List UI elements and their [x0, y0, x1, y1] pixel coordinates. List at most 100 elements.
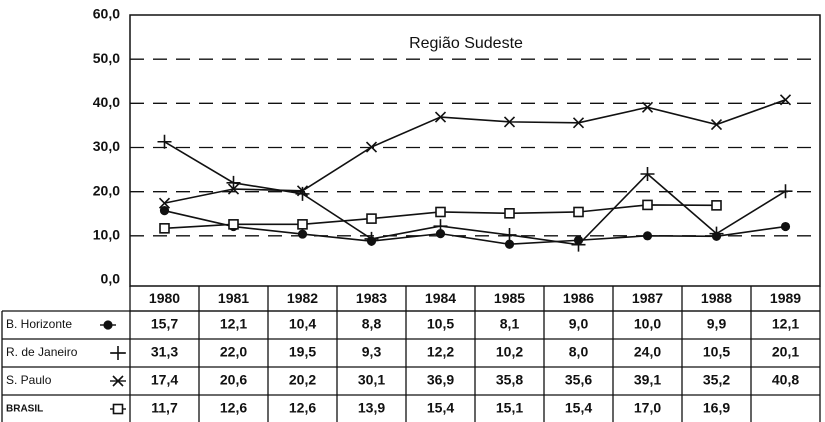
y-tick-label: 60,0 — [93, 6, 120, 22]
value-label: 19,5 — [289, 344, 316, 360]
data-point — [159, 206, 170, 216]
data-point — [778, 184, 793, 199]
y-tick-label: 50,0 — [93, 50, 120, 66]
y-tick-label: 10,0 — [93, 227, 120, 243]
data-point — [297, 229, 308, 239]
value-label: 8,1 — [500, 316, 520, 332]
value-label: 12,6 — [289, 400, 316, 416]
data-point — [296, 185, 309, 197]
value-label: 12,2 — [427, 344, 454, 360]
x-tick-label: 1985 — [494, 290, 525, 306]
value-label: 15,4 — [565, 400, 592, 416]
data-point — [157, 134, 172, 149]
data-point — [365, 141, 378, 153]
data-point — [573, 206, 584, 218]
x-tick-label: 1981 — [218, 290, 249, 306]
x-tick-label: 1989 — [770, 290, 801, 306]
value-label: 10,0 — [634, 316, 661, 332]
data-point — [709, 226, 724, 241]
data-point — [227, 183, 240, 195]
value-label: 13,9 — [358, 400, 385, 416]
data-point — [711, 200, 722, 211]
value-label: 10,5 — [703, 344, 730, 360]
data-point — [158, 197, 171, 209]
x-tick-label: 1986 — [563, 290, 594, 306]
data-point — [710, 118, 723, 131]
value-label: 9,3 — [362, 344, 382, 360]
legend-marker — [112, 403, 124, 415]
value-label: 15,4 — [427, 400, 454, 416]
data-point — [572, 117, 585, 129]
value-label: 15,7 — [151, 316, 178, 332]
value-label: 10,4 — [289, 316, 316, 332]
value-label: 10,5 — [427, 316, 454, 332]
value-label: 20,1 — [772, 344, 799, 360]
data-point — [642, 199, 653, 211]
value-label: 39,1 — [634, 372, 661, 388]
x-tick-label: 1988 — [701, 290, 732, 306]
legend-label: BRASIL — [6, 404, 43, 415]
value-label: 9,0 — [569, 316, 589, 332]
value-label: 11,7 — [151, 400, 178, 416]
data-point — [502, 227, 517, 242]
value-label: 10,2 — [496, 344, 523, 360]
y-tick-label: 30,0 — [93, 138, 120, 154]
y-tick-label: 40,0 — [93, 94, 120, 110]
x-tick-label: 1983 — [356, 290, 387, 306]
value-label: 40,8 — [772, 372, 799, 388]
x-tick-label: 1984 — [425, 290, 456, 306]
data-point — [642, 231, 653, 241]
data-point — [571, 237, 586, 252]
data-point — [780, 221, 791, 232]
x-tick-label: 1982 — [287, 290, 318, 306]
legend-label: S. Paulo — [6, 373, 52, 387]
legend-label: B. Horizonte — [6, 317, 72, 331]
data-point — [159, 223, 170, 234]
data-point — [228, 219, 239, 230]
x-tick-label: 1980 — [149, 290, 180, 306]
data-point — [641, 101, 654, 113]
value-label: 16,9 — [703, 400, 730, 416]
data-point — [640, 167, 655, 181]
value-label: 31,3 — [151, 344, 178, 360]
value-label: 9,9 — [707, 316, 727, 332]
value-label: 15,1 — [496, 400, 523, 416]
legend-marker — [111, 346, 125, 360]
value-label: 20,2 — [289, 372, 316, 388]
value-label: 12,1 — [772, 316, 799, 332]
value-label: 12,6 — [220, 400, 247, 416]
series-line — [164, 141, 786, 246]
value-label: 24,0 — [634, 344, 661, 360]
value-label: 22,0 — [220, 344, 247, 360]
value-label: 35,2 — [703, 372, 730, 388]
x-tick-label: 1987 — [632, 290, 663, 306]
value-label: 8,8 — [362, 316, 382, 332]
value-label: 36,9 — [427, 372, 454, 388]
data-point — [295, 186, 310, 201]
value-label: 8,0 — [569, 344, 589, 360]
value-label: 17,0 — [634, 400, 661, 416]
value-label: 35,8 — [496, 372, 523, 388]
value-label: 12,1 — [220, 316, 247, 332]
data-point — [504, 208, 515, 219]
data-point — [366, 213, 377, 224]
plot-frame — [129, 14, 821, 287]
value-label: 30,1 — [358, 372, 385, 388]
legend-marker — [103, 320, 113, 330]
data-point — [435, 206, 446, 218]
data-point — [297, 219, 308, 230]
chart-title: Região Sudeste — [409, 35, 523, 52]
legend-marker — [112, 375, 124, 387]
data-point — [364, 231, 379, 246]
data-point — [226, 175, 241, 190]
series-line — [164, 99, 786, 204]
data-point — [503, 116, 516, 128]
data-point — [433, 219, 448, 234]
value-label: 20,6 — [220, 372, 247, 388]
series-line — [164, 209, 786, 246]
value-label: 35,6 — [565, 372, 592, 388]
data-point — [779, 94, 792, 106]
data-point — [434, 111, 447, 123]
y-tick-label: 20,0 — [93, 182, 120, 198]
value-label: 17,4 — [151, 372, 178, 388]
